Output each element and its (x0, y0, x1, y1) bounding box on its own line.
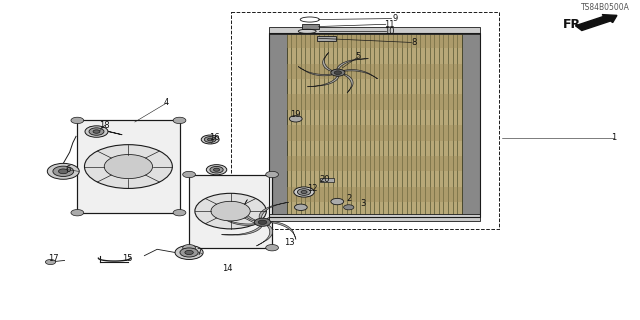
Text: 5: 5 (356, 52, 361, 61)
FancyArrow shape (575, 15, 617, 30)
Bar (287, 33, 462, 48)
Text: 7: 7 (196, 248, 202, 257)
Circle shape (182, 171, 195, 178)
Text: 20: 20 (320, 175, 330, 184)
Polygon shape (344, 69, 378, 79)
Circle shape (173, 210, 186, 216)
Bar (287, 156, 462, 171)
Bar (230, 12, 499, 228)
Circle shape (331, 69, 345, 76)
Circle shape (207, 138, 213, 141)
Text: 14: 14 (222, 264, 233, 273)
Bar (269, 27, 479, 34)
Text: 17: 17 (48, 254, 58, 263)
Polygon shape (243, 200, 255, 221)
Circle shape (201, 135, 219, 144)
Polygon shape (259, 202, 289, 218)
Text: 10: 10 (384, 27, 394, 36)
Text: 12: 12 (307, 184, 317, 193)
Bar (287, 64, 462, 79)
Circle shape (89, 128, 104, 135)
Bar (269, 33, 479, 218)
Circle shape (254, 218, 271, 226)
Polygon shape (271, 222, 296, 239)
Circle shape (289, 116, 302, 122)
Circle shape (298, 189, 310, 195)
Bar (287, 125, 462, 140)
Polygon shape (323, 52, 332, 71)
Bar (287, 94, 462, 110)
Polygon shape (267, 215, 310, 220)
Circle shape (195, 193, 266, 229)
Circle shape (173, 117, 186, 124)
Circle shape (185, 250, 193, 255)
Text: 3: 3 (361, 199, 366, 208)
Text: 19: 19 (291, 109, 301, 118)
Circle shape (266, 171, 278, 178)
Text: 18: 18 (99, 121, 110, 130)
Circle shape (180, 248, 198, 257)
Circle shape (175, 245, 203, 260)
Circle shape (301, 190, 307, 194)
Text: 11: 11 (384, 20, 394, 29)
Bar (77, 120, 179, 213)
Bar (320, 178, 334, 182)
Polygon shape (218, 214, 255, 225)
Bar (77, 120, 179, 213)
Text: 15: 15 (122, 254, 132, 263)
Circle shape (71, 117, 84, 124)
Polygon shape (307, 76, 339, 87)
Circle shape (258, 220, 267, 224)
Circle shape (71, 210, 84, 216)
Circle shape (294, 187, 314, 197)
Text: 16: 16 (209, 133, 220, 142)
Circle shape (331, 198, 344, 205)
Circle shape (344, 205, 354, 210)
Circle shape (47, 164, 79, 179)
Bar (269, 33, 287, 218)
Polygon shape (257, 225, 273, 246)
Text: 2: 2 (346, 194, 351, 203)
Text: 8: 8 (412, 38, 417, 47)
Circle shape (214, 168, 220, 171)
Circle shape (85, 126, 108, 137)
Bar (287, 187, 462, 202)
Circle shape (93, 130, 100, 133)
Circle shape (104, 155, 152, 179)
Text: 4: 4 (164, 99, 170, 108)
Circle shape (84, 145, 172, 188)
Polygon shape (221, 226, 262, 235)
Polygon shape (298, 67, 332, 76)
Bar (317, 36, 336, 41)
Circle shape (204, 137, 216, 142)
Bar (302, 24, 319, 29)
Circle shape (45, 260, 56, 265)
Circle shape (210, 166, 223, 173)
Circle shape (58, 169, 68, 174)
Polygon shape (344, 74, 353, 93)
Text: 13: 13 (284, 238, 294, 247)
Text: 6: 6 (65, 165, 70, 174)
Text: FR.: FR. (563, 19, 586, 31)
Bar (462, 33, 479, 218)
Polygon shape (337, 59, 369, 69)
Circle shape (266, 244, 278, 251)
Text: 9: 9 (392, 14, 397, 23)
Bar (189, 174, 272, 248)
Circle shape (182, 244, 195, 251)
Bar (269, 214, 479, 221)
Circle shape (334, 71, 342, 75)
Circle shape (294, 204, 307, 211)
Circle shape (53, 166, 74, 177)
Circle shape (206, 165, 227, 175)
Circle shape (211, 201, 250, 221)
Text: 1: 1 (611, 133, 616, 142)
Bar (189, 174, 272, 248)
Bar (287, 33, 462, 218)
Text: TS84B0500A: TS84B0500A (581, 3, 630, 12)
